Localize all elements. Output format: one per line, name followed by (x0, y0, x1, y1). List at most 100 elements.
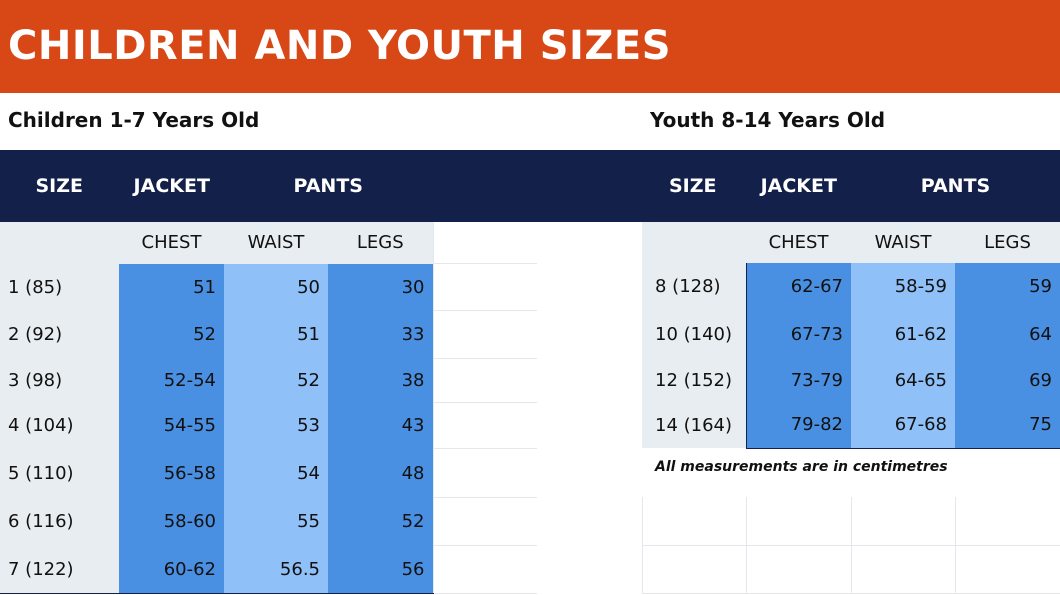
youth-size-header: SIZE (537, 150, 747, 222)
youth-subheader-spacer (642, 222, 747, 263)
size-cell: 10 (140) (642, 310, 747, 358)
chest-cell: 51 (119, 263, 224, 311)
title-banner: CHILDREN AND YOUTH SIZES (0, 0, 1060, 93)
youth-chest-header: CHEST (746, 222, 852, 263)
blank-cell (641, 545, 747, 594)
table-row: 14 (164) 79-82 67-68 75 (537, 402, 1060, 449)
chest-cell: 79-82 (745, 402, 852, 449)
legs-cell: 59 (955, 263, 1060, 310)
waist-cell: 52 (224, 358, 328, 403)
blank-cell (537, 497, 642, 545)
chest-cell: 58-60 (119, 497, 224, 546)
chest-cell: 52 (119, 310, 224, 359)
size-cell: 6 (116) (0, 497, 119, 546)
table-row: 8 (128) 62-67 58-59 59 (537, 263, 1060, 310)
size-cell: 5 (110) (0, 448, 119, 498)
blank-cell (432, 448, 537, 498)
legs-cell: 75 (955, 402, 1060, 449)
size-cell: 4 (104) (0, 402, 119, 449)
children-size-table: SIZE JACKET PANTS CHEST WAIST LEGS 1 (85… (0, 150, 537, 594)
children-header-blank (432, 150, 537, 222)
waist-cell: 64-65 (851, 358, 956, 402)
youth-legs-header: LEGS (955, 222, 1060, 263)
blank-cell (954, 497, 1060, 546)
blank-cell (641, 497, 747, 546)
chest-cell: 60-62 (119, 545, 224, 594)
blank-cell (537, 545, 642, 593)
legs-cell: 33 (328, 310, 433, 359)
children-pants-header: PANTS (224, 150, 433, 222)
chest-cell: 67-73 (745, 310, 852, 358)
chest-cell: 62-67 (745, 263, 852, 310)
legs-cell: 43 (328, 402, 433, 449)
children-legs-header: LEGS (328, 222, 433, 264)
chest-cell: 56-58 (119, 448, 224, 498)
blank-cell (432, 497, 537, 546)
legs-cell: 38 (328, 358, 433, 403)
legs-cell: 69 (955, 358, 1060, 402)
chest-cell: 52-54 (119, 358, 224, 403)
children-chest-header: CHEST (119, 222, 224, 264)
legs-cell: 64 (955, 310, 1060, 358)
blank-cell (432, 358, 537, 403)
table-row: 3 (98) 52-54 52 38 (0, 358, 537, 403)
blank-cell (537, 402, 642, 448)
blank-cell (745, 545, 852, 594)
children-waist-header: WAIST (224, 222, 328, 264)
empty-row (537, 545, 1060, 594)
children-subheader-spacer (0, 222, 119, 264)
empty-row (537, 497, 1060, 546)
waist-cell: 50 (224, 263, 328, 311)
table-row: 10 (140) 67-73 61-62 64 (537, 310, 1060, 358)
table-row: 6 (116) 58-60 55 52 (0, 497, 537, 546)
size-cell: 3 (98) (0, 358, 119, 403)
blank-cell (954, 545, 1060, 594)
waist-cell: 67-68 (851, 402, 956, 449)
legs-cell: 56 (328, 545, 433, 594)
youth-subheader-blank (537, 222, 642, 263)
table-row: 1 (85) 51 50 30 (0, 263, 537, 311)
children-size-header: SIZE (0, 150, 119, 222)
size-cell: 12 (152) (642, 358, 747, 402)
table-row: 4 (104) 54-55 53 43 (0, 402, 537, 449)
table-row: 7 (122) 60-62 56.5 56 (0, 545, 537, 594)
youth-waist-header: WAIST (851, 222, 956, 263)
children-jacket-header: JACKET (118, 150, 224, 222)
table-row: 2 (92) 52 51 33 (0, 310, 537, 359)
children-subheader-blank (432, 222, 537, 264)
waist-cell: 53 (224, 402, 328, 449)
blank-cell (432, 402, 537, 449)
blank-cell (432, 545, 537, 594)
blank-cell (537, 310, 642, 358)
blank-cell (432, 263, 537, 311)
youth-size-table: SIZE JACKET PANTS CHEST WAIST LEGS 8 (12… (537, 150, 1060, 594)
blank-cell (537, 448, 642, 497)
size-cell: 14 (164) (642, 402, 747, 448)
size-cell: 7 (122) (0, 545, 119, 594)
blank-cell (537, 263, 642, 310)
youth-jacket-header: JACKET (745, 150, 852, 222)
waist-cell: 56.5 (224, 545, 328, 594)
measurement-note: All measurements are in centimetres (655, 458, 948, 475)
table-row: 12 (152) 73-79 64-65 69 (537, 358, 1060, 402)
youth-heading: Youth 8-14 Years Old (650, 108, 886, 132)
size-cell: 2 (92) (0, 310, 119, 359)
page-title: CHILDREN AND YOUTH SIZES (8, 23, 672, 69)
legs-cell: 48 (328, 448, 433, 498)
waist-cell: 61-62 (851, 310, 956, 358)
children-heading: Children 1-7 Years Old (8, 108, 260, 132)
youth-pants-header: PANTS (851, 150, 1060, 222)
size-cell: 1 (85) (0, 263, 119, 311)
size-cell: 8 (128) (642, 263, 747, 310)
note-row: All measurements are in centimetres (537, 448, 1060, 497)
chest-cell: 54-55 (119, 402, 224, 449)
waist-cell: 54 (224, 448, 328, 498)
blank-cell (745, 497, 852, 546)
legs-cell: 30 (328, 263, 433, 311)
blank-cell (850, 497, 956, 546)
waist-cell: 51 (224, 310, 328, 359)
waist-cell: 55 (224, 497, 328, 546)
waist-cell: 58-59 (851, 263, 956, 310)
table-row: 5 (110) 56-58 54 48 (0, 448, 537, 498)
blank-cell (432, 310, 537, 359)
